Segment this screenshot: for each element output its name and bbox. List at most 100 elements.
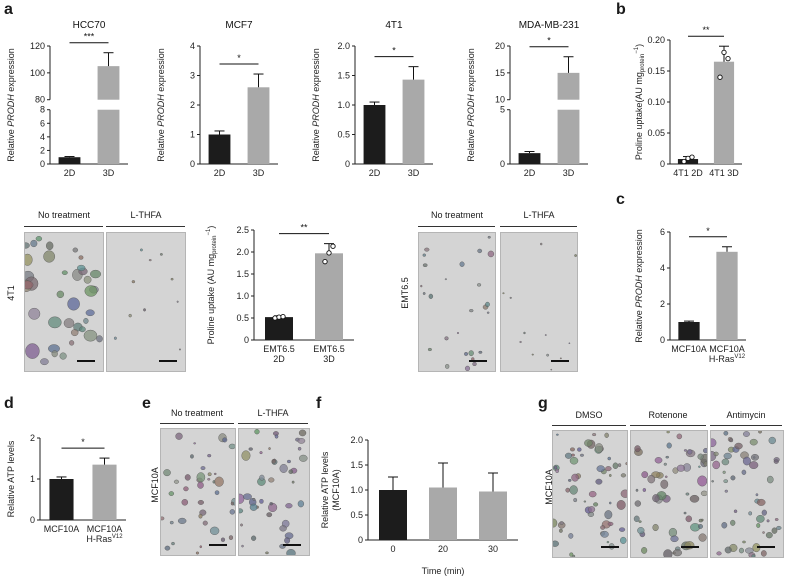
- cell-colony: [298, 429, 307, 437]
- panel-letter-e: e: [142, 395, 151, 412]
- cell-colony: [574, 254, 577, 257]
- x-tick-label: MCF10A: [671, 344, 707, 354]
- cell-colony: [184, 474, 191, 481]
- cell-colony: [77, 264, 86, 272]
- y-axis-label: Relative PRODH expression: [311, 48, 321, 162]
- cell-colony: [199, 545, 203, 549]
- cell-colony: [600, 525, 606, 530]
- cell-colony: [620, 536, 627, 544]
- cell-colony: [259, 474, 265, 481]
- cell-colony: [607, 456, 611, 461]
- cell-colony: [271, 459, 276, 464]
- data-point: [681, 158, 687, 165]
- cell-colony: [69, 340, 75, 346]
- cell-colony: [647, 474, 656, 484]
- cell-colony: [588, 490, 597, 498]
- header-no-treatment-e: No treatment: [170, 408, 224, 418]
- cell-colony: [749, 461, 759, 469]
- cell-colony: [703, 461, 707, 467]
- cell-colony: [652, 494, 660, 503]
- micrograph-texture: [239, 429, 308, 555]
- bar: [678, 322, 700, 340]
- bar: [402, 79, 425, 164]
- cell-colony: [195, 551, 199, 555]
- cell-colony: [85, 309, 95, 317]
- cell-colony: [268, 477, 275, 483]
- cell-colony: [59, 352, 67, 360]
- x-tick-label: 3D: [103, 168, 115, 178]
- cell-colony: [279, 525, 287, 532]
- cell-colony: [209, 526, 220, 535]
- cell-colony: [196, 472, 206, 483]
- cell-colony: [716, 551, 722, 556]
- cell-colony: [422, 263, 428, 267]
- cell-colony: [573, 497, 578, 503]
- y-axis-label: Relative PRODH expression: [466, 48, 476, 162]
- significance-marker: *: [706, 226, 710, 236]
- cell-colony: [741, 469, 747, 475]
- panel-letter-b: b: [616, 1, 626, 18]
- cell-colony: [228, 443, 235, 450]
- cell-colony: [222, 437, 228, 443]
- cell-colony: [713, 451, 719, 457]
- cell-colony: [592, 433, 597, 437]
- cell-colony: [35, 236, 43, 242]
- cell-colony: [721, 522, 728, 529]
- cell-colony: [297, 446, 302, 451]
- cell-colony: [774, 518, 779, 521]
- cell-colony: [523, 331, 526, 335]
- x-tick-label: 30: [488, 544, 498, 554]
- cell-colony: [428, 293, 434, 299]
- cell-colony: [760, 550, 767, 557]
- cell-colony: [169, 520, 174, 525]
- cell-colony: [269, 502, 273, 506]
- cell-colony: [28, 307, 41, 320]
- cell-colony: [168, 491, 175, 496]
- cell-colony: [730, 519, 736, 526]
- cell-colony: [519, 340, 522, 344]
- cell-colony: [487, 250, 495, 258]
- cell-colony: [445, 364, 450, 369]
- cell-colony: [569, 552, 574, 557]
- cell-colony: [427, 347, 432, 352]
- y-tick-label: 1.5: [350, 460, 363, 470]
- y-tick-label: 1.0: [236, 291, 249, 301]
- significance-marker: *: [81, 437, 85, 447]
- cell-colony: [660, 479, 669, 489]
- cell-colony: [559, 528, 563, 533]
- cell-colony: [254, 429, 260, 435]
- y-tick-label: 100: [30, 68, 45, 78]
- cell-colony: [459, 261, 465, 267]
- cell-colony: [131, 280, 136, 284]
- micrograph-dmso: [552, 430, 628, 558]
- significance-marker: **: [300, 223, 308, 233]
- cell-colony: [604, 510, 613, 520]
- cell-colony: [676, 433, 683, 440]
- y-tick-label: 1.5: [337, 71, 350, 81]
- cell-colony: [568, 342, 571, 344]
- x-tick-label: 0: [390, 544, 395, 554]
- micrograph-texture: [711, 431, 782, 557]
- cell-colony: [43, 250, 56, 263]
- label-mcf10a-e: MCF10A: [150, 467, 160, 503]
- bar: [247, 87, 270, 164]
- bar: [479, 491, 507, 540]
- panel-letter-g: g: [538, 395, 548, 412]
- cell-colony: [472, 361, 477, 366]
- cell-colony: [683, 511, 687, 515]
- significance-marker: *: [547, 36, 551, 46]
- panel-letter-c: c: [616, 191, 625, 208]
- header-lthfa-e: L-THFA: [257, 408, 289, 418]
- cell-colony: [742, 540, 746, 544]
- x-axis-label: Time (min): [422, 566, 465, 576]
- micrograph-4t1-lthfa: [106, 232, 186, 372]
- cell-colony: [214, 476, 224, 487]
- cell-colony: [268, 447, 271, 450]
- header-antimycin: Antimycin: [726, 410, 766, 420]
- cell-colony: [665, 455, 669, 459]
- header-no-treatment-4t1: No treatment: [37, 210, 91, 220]
- cell-colony: [164, 545, 171, 551]
- x-tick-label: 4T1 3D: [709, 168, 739, 178]
